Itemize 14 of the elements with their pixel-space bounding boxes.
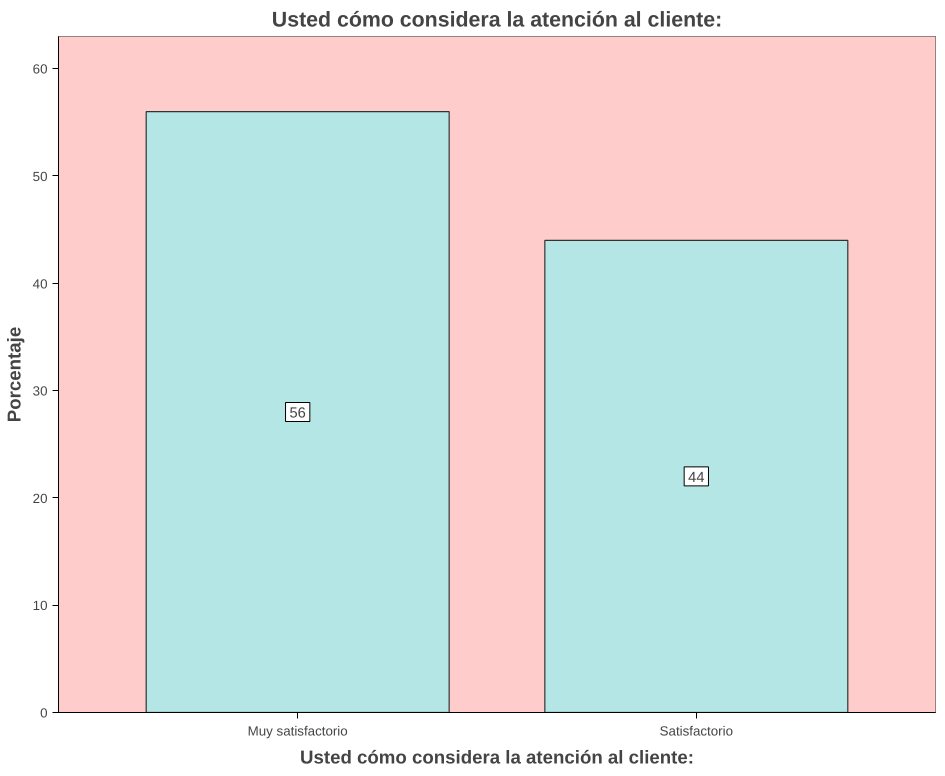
y-tick-label: 60 [32,62,48,77]
y-tick-label: 30 [32,384,48,399]
x-tick-label: Satisfactorio [660,724,733,738]
data-label: 44 [688,470,704,486]
x-tick-label: Muy satisfactorio [248,724,348,738]
y-tick-label: 10 [32,598,48,614]
x-axis-title: Usted cómo considera la atención al cliente: [300,746,694,768]
y-tick-label: 50 [32,168,48,184]
y-tick-label: 0 [40,706,48,720]
y-axis-title: Porcentaje [4,326,25,422]
y-tick-label: 20 [32,490,48,506]
y-tick-label: 40 [32,276,48,292]
data-label: 56 [290,406,306,422]
chart-title: Usted cómo considera la atención al cliente: [272,8,722,32]
